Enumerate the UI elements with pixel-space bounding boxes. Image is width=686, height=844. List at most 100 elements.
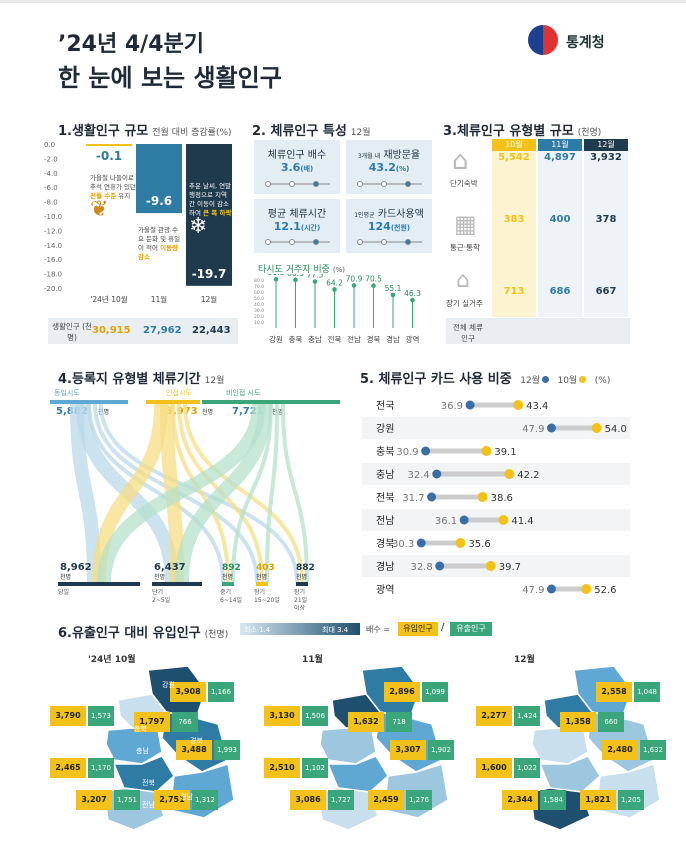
inflow-value: 3,908 (170, 682, 206, 702)
lollipop-point (351, 283, 357, 288)
source-label: 비인접 시도 (226, 388, 261, 397)
sankey-flow (171, 403, 230, 583)
point-dec (465, 400, 475, 410)
target-label: 21일 (294, 596, 307, 604)
sankey-flow (231, 403, 273, 583)
outflow-value: 1,751 (114, 790, 140, 810)
y-tick-label: 10.0 (254, 320, 264, 326)
y-tick-label: 40.0 (254, 302, 264, 308)
target-unit: 천명 (60, 573, 71, 581)
inflow-value: 3,207 (76, 790, 112, 810)
category-label: 경남 (376, 560, 394, 573)
y-tick-label: -2.0 (44, 155, 58, 163)
population-row-label: 생활인구 (천명) (52, 322, 92, 342)
outflow-value: 660 (598, 712, 624, 732)
category-label: 전남 (376, 515, 394, 527)
target-unit: 천명 (296, 573, 307, 581)
table-cell: 400 (549, 214, 571, 225)
note-october: 가을철 나들이로 추석 연휴가 있던 전월 수준 유지 ❦ (90, 174, 136, 222)
section-4-title: 4.등록지 유형별 체류기간 12월 (58, 372, 225, 387)
source-label: 인접시도 (166, 388, 192, 397)
sankey-flow (183, 403, 304, 583)
region-label: 경남 (180, 793, 193, 801)
inflow-value: 2,751 (154, 790, 190, 810)
row-stripe (362, 555, 630, 577)
inflow-value: 1,358 (560, 712, 596, 732)
taegeuk-logo-icon (528, 25, 558, 55)
section-6-title: 6.유출인구 대비 유입인구 (천명) (58, 626, 229, 641)
inflow-value: 2,465 (50, 758, 86, 778)
outflow-value: 1,205 (618, 790, 644, 810)
row-label-commute: 통근·통학 (450, 243, 480, 252)
snowflake-icon: ❄ (189, 214, 208, 239)
legend-slash: / (441, 622, 445, 633)
value-label-oct: 52.6 (594, 585, 616, 596)
value-label-oct: 38.6 (491, 493, 513, 504)
table-cell: 686 (549, 286, 571, 297)
inflow-value: 2,480 (602, 740, 638, 760)
inflow-value: 3,790 (50, 706, 86, 726)
inflow-value: 1,821 (580, 790, 616, 810)
y-tick-label: -4.0 (44, 170, 58, 178)
section-3-title: 3.체류인구 유형별 규모 (천명) (443, 124, 602, 139)
category-label: 전국 (376, 400, 394, 412)
outflow-value: 766 (172, 712, 198, 732)
point-dec (459, 515, 469, 525)
value-label-dec: 30.9 (396, 447, 418, 458)
value-label-dec: 47.9 (522, 585, 544, 596)
x-tick-label: 12월 (201, 294, 218, 304)
point-oct (581, 584, 592, 594)
x-tick-label: 충남 (308, 335, 322, 344)
point-oct (498, 515, 509, 525)
point-oct (485, 561, 496, 571)
target-value: 882 (296, 563, 315, 573)
target-label: 15~20일 (254, 596, 280, 604)
region-label: 충북 (134, 725, 147, 733)
point-oct (481, 446, 492, 456)
x-tick-label: 전북 (328, 334, 342, 344)
legend-dec-dot (541, 376, 549, 383)
target-bar (152, 582, 202, 586)
card-stay-multiple: 체류인구 배수 3.6(배) (254, 140, 340, 194)
target-value: 892 (222, 563, 241, 573)
value-label: 81.3 (268, 274, 285, 277)
population-oct: 30,915 (92, 325, 131, 336)
region-label: 경북 (190, 737, 203, 745)
legend-max: 최대 3.4 (322, 626, 349, 634)
point-dec (546, 584, 556, 594)
outflow-value: 1,993 (214, 740, 240, 760)
x-tick-label: 경북 (367, 334, 381, 344)
bar-value-label: -0.1 (96, 149, 122, 163)
inflow-value: 2,344 (502, 790, 538, 810)
sankey-flow (92, 403, 168, 583)
row-stripe (362, 417, 630, 439)
population-dec: 22,443 (192, 325, 231, 336)
col-oct: 10월 (492, 139, 536, 151)
table-cell: 5,542 (498, 152, 530, 163)
legend-min: 최소 1.4 (244, 626, 271, 634)
outflow-value: 1,048 (634, 682, 660, 702)
point-oct (513, 400, 524, 410)
note-december: 추운 날씨, 연말 행정으로 지역 간 이동이 감소하여 큰 폭 하락 ❄ (189, 182, 232, 239)
value-label-dec: 32.4 (407, 470, 429, 481)
lollipop-point (312, 279, 318, 284)
value-label-oct: 35.6 (468, 539, 490, 550)
bar-value-label: -9.6 (146, 194, 172, 208)
y-tick-label: 30.0 (254, 308, 264, 314)
outflow-value: 1,902 (428, 740, 454, 760)
source-bar (146, 400, 200, 404)
lollipop-point (273, 276, 279, 282)
sankey-flow (265, 403, 279, 583)
inflow-value: 1,600 (476, 758, 512, 778)
lollipop-point (332, 287, 337, 292)
hotel-icon: ⌂ (452, 146, 469, 176)
outflow-value: 1,727 (328, 790, 354, 810)
value-label: 77.5 (307, 274, 324, 280)
card-card-spend: 1인평균 카드사용액 124(천원) (346, 199, 432, 253)
value-label-dec: 36.9 (441, 401, 463, 412)
value-label-oct: 39.1 (494, 447, 516, 458)
category-label: 충남 (376, 469, 394, 481)
col-dec-bg (584, 151, 628, 317)
outflow-value: 1,170 (88, 758, 114, 778)
